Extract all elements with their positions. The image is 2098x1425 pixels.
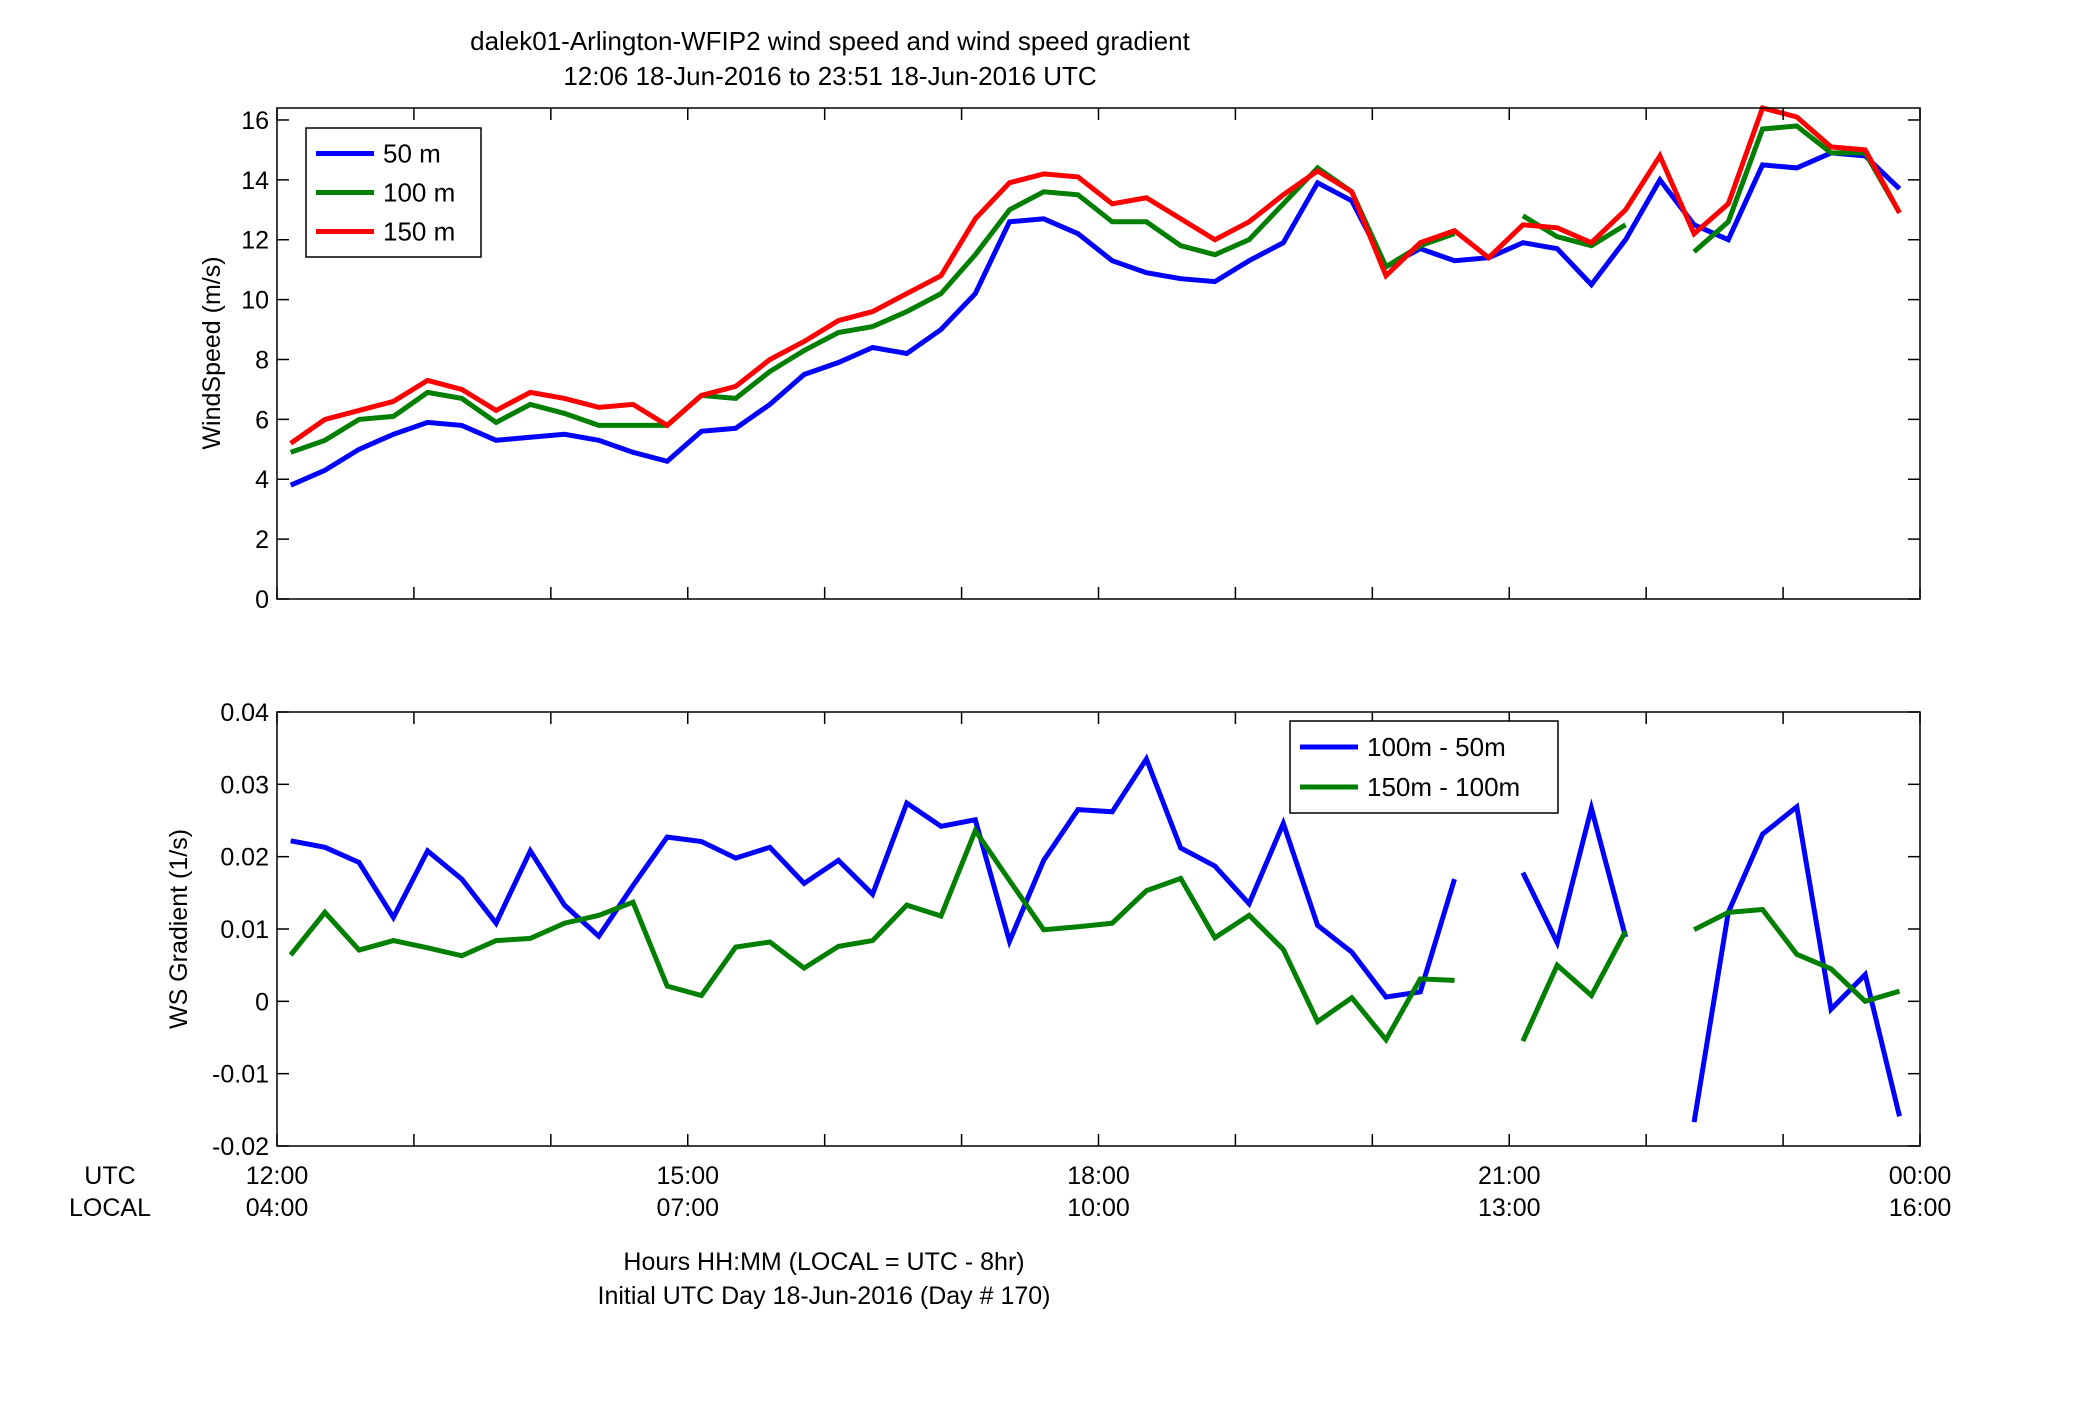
x-tick-label-local: 13:00 <box>1478 1194 1541 1222</box>
x-axis-tick-labels: 12:00 04:00 15:00 07:00 18:00 10:00 21:00 13:00… <box>246 1162 1952 1222</box>
gradient-y-axis-label: WS Gradient (1/s) <box>165 829 193 1029</box>
x-axis-label: Hours HH:MM (LOCAL = UTC - 8hr) <box>623 1248 1024 1276</box>
windspeed-y-tick-label: 8 <box>255 346 269 374</box>
x-tick-label-utc: 00:00 <box>1889 1162 1952 1190</box>
windspeed-series-2-line <box>289 164 1456 455</box>
windspeed-y-tick-label: 2 <box>255 526 269 554</box>
windspeed-y-tick-label: 14 <box>241 167 269 195</box>
x-tick-label-local: 07:00 <box>656 1194 719 1222</box>
gradient-y-tick-label: 0.02 <box>220 844 269 872</box>
x-tick-label-local: 04:00 <box>246 1194 309 1222</box>
utc-row-label: UTC <box>84 1162 135 1190</box>
gradient-legend-label: 100m - 50m <box>1367 732 1506 762</box>
windspeed-y-tick-label: 16 <box>241 107 269 135</box>
x-tick-label-utc: 18:00 <box>1067 1162 1130 1190</box>
gradient-legend-label: 150m - 100m <box>1367 772 1520 802</box>
windspeed-y-tick-label: 0 <box>255 586 269 614</box>
windspeed-legend-label: 100 m <box>383 178 455 208</box>
gradient-series-2-line <box>1692 906 1901 1005</box>
gradient-legend: 100m - 50m 150m - 100m <box>1289 720 1559 814</box>
gradient-y-tick-label: 0.03 <box>220 771 269 799</box>
windspeed-y-tick-label: 10 <box>241 287 269 315</box>
windspeed-series-1-line <box>289 150 1902 488</box>
x-tick-label-utc: 15:00 <box>656 1162 719 1190</box>
gradient-y-tick-label: -0.01 <box>212 1061 269 1089</box>
gradient-legend-box <box>1289 720 1559 814</box>
x-axis-sublabel: Initial UTC Day 18-Jun-2016 (Day # 170) <box>598 1282 1051 1310</box>
gradient-y-tick-label: 0.01 <box>220 916 269 944</box>
gradient-series-1-line <box>1520 798 1629 950</box>
gradient-series-1-line <box>290 753 1457 1000</box>
windspeed-legend-label: 50 m <box>383 139 441 169</box>
gradient-y-tick-label: 0 <box>255 988 269 1016</box>
windspeed-panel: 0 2 4 6 8 10 12 14 16 WindSpeed (m/s) 50 m 100 m 1… <box>198 104 1921 614</box>
gradient-series-2-line <box>1520 930 1628 1043</box>
x-tick-label-utc: 12:00 <box>246 1162 309 1190</box>
windspeed-y-tick-label: 12 <box>241 227 269 255</box>
gradient-y-tick-label: -0.02 <box>212 1133 269 1161</box>
x-tick-label-local: 10:00 <box>1067 1194 1130 1222</box>
windspeed-y-tick-label: 4 <box>255 466 269 494</box>
chart-title: dalek01-Arlington-WFIP2 wind speed and w… <box>470 26 1191 56</box>
windspeed-legend: 50 m 100 m 150 m <box>305 127 482 258</box>
x-tick-label-utc: 21:00 <box>1478 1162 1541 1190</box>
chart-subtitle: 12:06 18-Jun-2016 to 23:51 18-Jun-2016 U… <box>563 61 1096 91</box>
gradient-panel: -0.02 -0.01 0 0.01 0.02 0.03 0.04 WS Gradient … <box>165 699 1921 1161</box>
gradient-y-tick-label: 0.04 <box>220 699 269 727</box>
windspeed-legend-label: 150 m <box>383 217 455 247</box>
local-row-label: LOCAL <box>69 1194 151 1222</box>
windspeed-series-3-line <box>289 104 1902 446</box>
x-tick-label-local: 16:00 <box>1889 1194 1952 1222</box>
gradient-series-2-line <box>288 825 1455 1045</box>
windspeed-y-tick-label: 6 <box>255 406 269 434</box>
windspeed-y-axis-label: WindSpeed (m/s) <box>198 256 226 449</box>
